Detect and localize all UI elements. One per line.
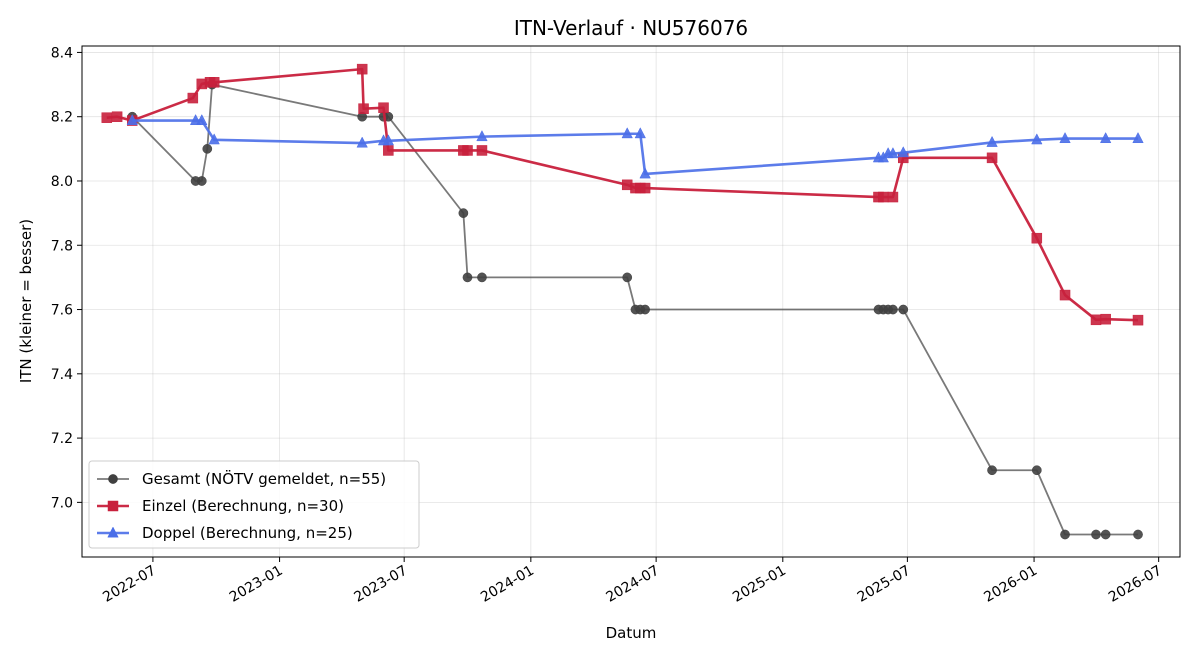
x-tick-label: 2026-01 [981,563,1040,606]
data-point-doppel [196,114,208,126]
legend-label: Einzel (Berechnung, n=30) [142,497,344,515]
y-tick-label: 7.8 [51,238,73,254]
data-point-einzel [356,63,368,75]
x-tick-label: 2024-01 [478,563,537,606]
legend: Gesamt (NÖTV gemeldet, n=55) Einzel (Bere… [88,460,420,549]
data-point-einzel [111,111,123,122]
legend-item-einzel: Einzel (Berechnung, n=30) [97,497,344,515]
data-point-doppel [897,146,909,158]
x-tick-label: 2024-07 [603,563,662,606]
data-point-doppel [986,135,998,147]
data-point-doppel [476,130,488,142]
legend-label: Doppel (Berechnung, n=25) [142,524,353,542]
data-point-einzel [878,191,889,203]
data-point-einzel [476,145,488,156]
legend-swatch-marker [108,474,118,484]
data-point-doppel [639,167,651,179]
x-tick-label: 2025-07 [855,563,914,606]
chart-title: ITN-Verlauf · NU576076 [514,16,748,40]
data-point-gesamt [477,272,487,283]
y-tick-label: 8.4 [51,45,73,61]
x-tick-label: 2023-07 [352,563,411,606]
data-point-einzel [986,152,998,164]
data-point-doppel [382,134,394,146]
data-point-doppel [208,133,220,145]
series-line-einzel [106,67,1139,322]
data-point-gesamt [898,304,909,315]
data-point-einzel [1090,314,1102,326]
data-point-gesamt [1133,529,1143,540]
series-layer [101,63,1144,540]
series-einzel [101,63,1144,326]
legend-label: Gesamt (NÖTV gemeldet, n=55) [142,469,386,488]
data-point-einzel [1100,313,1111,325]
data-point-doppel [621,127,633,139]
legend-item-doppel: Doppel (Berechnung, n=25) [97,524,353,542]
x-axis-title: Datum [606,624,657,642]
data-point-doppel [1132,132,1144,144]
data-point-gesamt [458,208,469,218]
data-point-einzel [639,182,651,194]
data-point-gesamt [1100,529,1111,540]
data-point-einzel [1031,232,1043,244]
series-doppel [126,114,1144,179]
y-axis-title: ITN (kleiner = besser) [17,219,35,383]
legend-box [88,460,420,549]
data-point-gesamt [888,304,898,315]
y-tick-label: 7.2 [51,431,73,447]
data-point-gesamt [987,465,997,476]
x-tick-label: 2026-07 [1106,563,1165,606]
data-point-doppel [1031,133,1043,145]
data-point-gesamt [622,272,633,283]
data-point-einzel [383,145,394,156]
data-point-gesamt [202,143,213,154]
y-tick-label: 8.2 [51,110,73,126]
data-point-gesamt [196,176,207,186]
data-point-gesamt [462,272,473,283]
y-tick-label: 7.6 [51,303,73,319]
x-tick-label: 2023-01 [227,563,286,606]
data-point-doppel [887,147,899,159]
data-point-doppel [1059,132,1071,144]
plot-frame [81,45,1181,558]
y-tick-label: 7.0 [51,495,73,511]
data-point-doppel [126,114,138,126]
legend-item-gesamt: Gesamt (NÖTV gemeldet, n=55) [97,469,386,488]
data-point-einzel [1132,314,1144,326]
y-tick-label: 8.0 [51,174,73,190]
data-point-einzel [208,77,220,88]
data-point-gesamt [1031,465,1042,476]
data-point-gesamt [640,304,650,315]
data-point-einzel [1059,289,1071,301]
legend-swatch-marker [107,526,119,538]
data-point-einzel [187,92,199,104]
data-point-doppel [356,136,368,148]
data-point-gesamt [1091,529,1101,540]
series-line-doppel [132,119,1139,176]
data-point-doppel [634,127,646,139]
data-point-einzel [887,191,899,203]
y-tick-label: 7.4 [51,367,73,383]
x-tick-label: 2022-07 [100,563,159,606]
series-gesamt [127,79,1143,540]
data-point-einzel [101,112,113,123]
data-point-doppel [1099,132,1112,144]
x-tick-label: 2025-01 [730,563,789,606]
data-point-einzel [378,102,389,113]
data-point-gesamt [1060,529,1070,540]
data-point-einzel [358,103,369,114]
data-point-einzel [462,145,473,156]
legend-swatch-marker [107,500,119,512]
